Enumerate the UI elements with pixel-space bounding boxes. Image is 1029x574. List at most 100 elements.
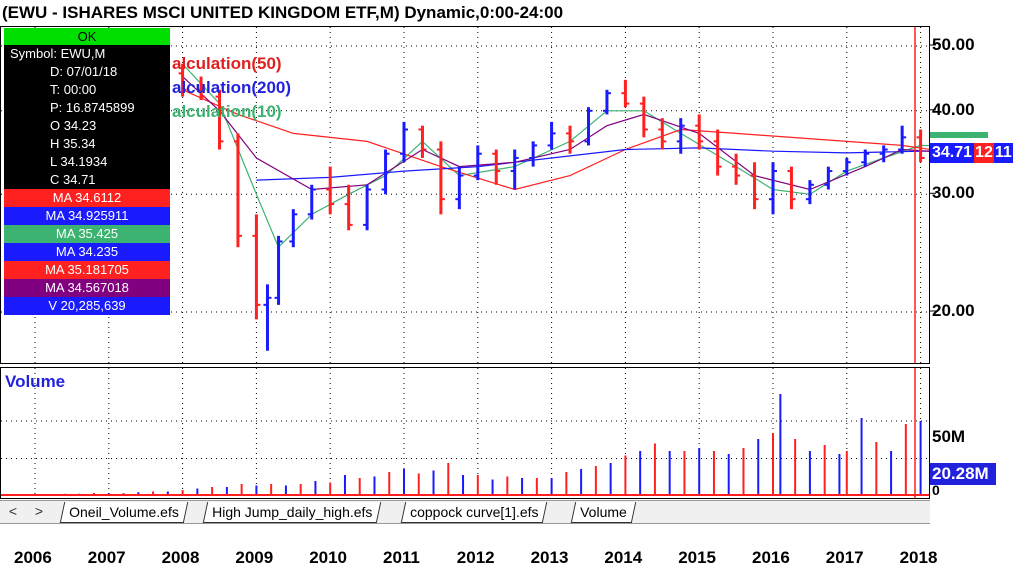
ohlc-bar [289,209,298,248]
last-price-suffix-blue: 11 [993,143,1013,163]
ohlc-bar [418,125,427,158]
ma-line [256,147,929,181]
ohlc-bar [787,166,796,210]
tab-coppock-curve[interactable]: coppock curve[1].efs [400,502,548,523]
ohlc-bar [529,141,538,167]
time-axis-label: 2013 [530,548,569,567]
info-ma-row: MA 35.181705 [4,261,170,279]
ohlc-bar [473,145,482,181]
info-date: D: 07/01/18 [50,64,118,79]
ohlc-bar [695,114,704,150]
info-ma-row: MA 34.235 [4,243,170,261]
last-price-suffix-red: 12 [974,143,994,163]
time-axis-label: 2011 [383,548,420,567]
tab-scroll-right[interactable]: > [34,503,44,519]
ma50-tag: alculation(50) [172,54,282,73]
info-ma-row: MA 34.925911 [4,207,170,225]
volume-axis-50m: 50M [932,427,966,446]
info-open: O 34.23 [50,118,97,133]
status-ok: OK [4,28,170,45]
time-axis-label: 2009 [235,548,274,567]
tab-label: coppock curve[1].efs [410,504,539,520]
ohlc-bar [658,118,667,150]
ohlc-bar [805,180,814,205]
ohlc-bar [842,157,851,176]
price-pane[interactable] [0,26,930,364]
tab-high-jump[interactable]: High Jump_daily_high.efs [202,502,382,523]
time-axis-label: 2016 [752,548,790,567]
ohlc-bar [713,129,722,176]
time-axis: 2006 2007 2008 2009 2010 2011 2012 2013 2014 2015… [0,548,937,574]
ohlc-bar [344,184,353,231]
ohlc-bar [197,76,206,101]
chart-title: (EWU - ISHARES MSCI UNITED KINGDOM ETF,M… [2,3,564,22]
ohlc-bar [547,121,556,150]
time-axis-label: 2007 [87,548,126,567]
price-axis-label: 40.00 [932,99,975,119]
ma-marker [930,132,988,138]
info-volume: V 20,285,639 [4,297,170,315]
time-axis-label: 2017 [825,548,864,567]
ohlc-bar [455,166,464,210]
cursor-info-box: OK Symbol: EWU,M D: 07/01/18 T: 00:00 P:… [4,28,170,315]
ohlc-bar [307,184,316,220]
ohlc-bar [400,121,408,163]
ohlc-bar [861,149,870,167]
ohlc-bar [381,149,390,195]
time-axis-label: 2010 [309,548,348,567]
price-axis-label: 20.00 [932,301,975,320]
ohlc-bar [584,107,593,146]
tab-oneil-volume[interactable]: Oneil_Volume.efs [59,502,188,523]
ohlc-bar [263,284,272,351]
info-low: L 34.1934 [50,154,108,169]
ohlc-bar [639,96,648,138]
ohlc-bar [326,166,335,215]
info-close: C 34.71 [50,172,96,187]
ohlc-bar [274,235,283,305]
volume-last-badge: 20.28M [930,463,996,485]
last-price-value: 34.71 [930,143,975,163]
volume-label: Volume [5,372,66,391]
volume-pane[interactable] [0,367,930,499]
ohlc-bar [252,214,261,320]
ohlc-bar [898,125,907,154]
ohlc-bar [363,184,372,231]
info-ma-row: MA 34.567018 [4,279,170,297]
ohlc-bar [621,79,630,108]
ohlc-bar [215,89,224,150]
ohlc-bar [510,149,519,190]
info-ma-row: MA 34.6112 [4,189,170,207]
time-axis-label: 2012 [456,548,495,567]
info-ma-row: MA 35.425 [4,225,170,243]
time-axis-label: 2006 [14,548,52,567]
last-price-badge: 34.71 12 11 [930,143,1013,163]
price-axis[interactable] [930,26,1029,500]
ohlc-bar [602,89,611,115]
price-chart[interactable] [1,27,929,363]
info-p: P: 16.8745899 [50,100,135,115]
ohlc-bar [732,153,741,185]
volume-axis-0: 0 [932,482,940,498]
study-tab-bar[interactable]: < > Oneil_Volume.efs High Jump_daily_hig… [0,500,930,524]
ma10-tag: alculation(10) [172,102,282,121]
time-axis-label: 2015 [678,548,717,567]
time-axis-label: 2014 [604,548,643,567]
volume-chart[interactable] [1,368,929,498]
tab-scroll-left[interactable]: < [8,503,18,519]
ohlc-bar [916,129,925,163]
ohlc-bar [566,125,575,154]
tab-volume[interactable]: Volume [570,502,636,523]
info-high: H 35.34 [50,136,96,151]
ohlc-bar [676,118,685,154]
ohlc-bar [178,63,187,97]
ohlc-bar [436,141,445,215]
time-axis-label: 2018 [899,548,938,567]
tab-label: Oneil_Volume.efs [69,504,179,520]
price-axis-label: 50.00 [932,35,975,54]
ohlc-bar [824,166,833,190]
tab-label: Volume [580,504,627,520]
ma-line [182,89,929,191]
time-axis-label: 2008 [161,548,200,567]
ohlc-bar [233,133,242,248]
price-axis-label: 30.00 [932,183,975,203]
